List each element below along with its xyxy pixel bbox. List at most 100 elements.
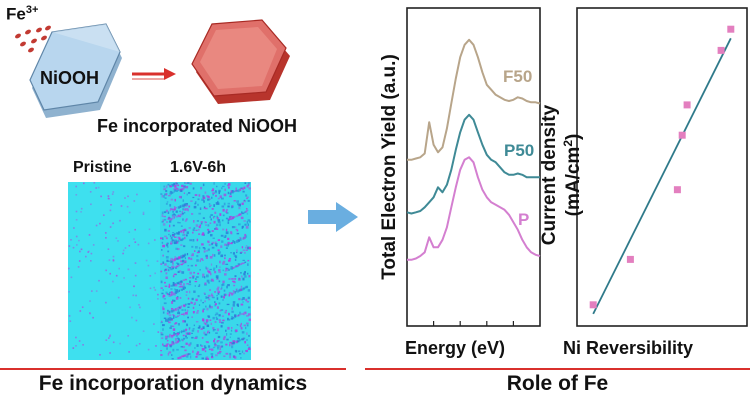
speckle: [210, 279, 213, 282]
speckle: [160, 321, 163, 324]
speckle: [165, 343, 168, 347]
speckle: [219, 195, 222, 199]
speckle: [202, 183, 205, 187]
speckle: [230, 329, 233, 332]
speckle: [182, 320, 185, 323]
speckle: [219, 223, 221, 227]
speckle: [202, 318, 205, 321]
speckle: [212, 330, 215, 332]
speckle: [226, 333, 228, 336]
speckle: [236, 315, 240, 317]
speckle: [178, 232, 180, 235]
speckle: [223, 355, 226, 357]
speckle: [192, 306, 195, 309]
speckle: [231, 278, 234, 280]
speckle: [171, 319, 173, 321]
speckle: [215, 226, 218, 229]
speckle: [180, 255, 182, 258]
speckle: [214, 344, 217, 347]
speckle: [231, 226, 235, 229]
speckle: [201, 259, 204, 261]
speckle: [205, 319, 209, 322]
speckle: [215, 332, 218, 334]
speckle: [68, 267, 70, 270]
speckle: [195, 264, 197, 267]
speckle: [178, 239, 180, 243]
speckle: [203, 322, 206, 324]
speckle: [203, 200, 205, 203]
speckle: [225, 267, 227, 270]
speckle: [215, 312, 219, 316]
speckle: [224, 182, 226, 185]
speckle: [180, 288, 183, 291]
speckle: [185, 294, 188, 296]
speckle: [216, 278, 219, 280]
speckle: [149, 287, 152, 290]
speckle: [246, 339, 248, 341]
speckle: [195, 298, 198, 302]
speckle: [239, 339, 241, 342]
speckle: [247, 219, 251, 222]
speckle: [177, 340, 180, 343]
speckle: [92, 244, 95, 246]
speckle: [174, 198, 176, 202]
speckle: [145, 259, 148, 262]
pristine-map: [68, 182, 160, 360]
speckle: [173, 216, 175, 219]
speckle: [245, 245, 248, 247]
speckle: [183, 211, 186, 214]
speckle: [172, 317, 175, 319]
speckle: [133, 285, 135, 288]
speckle: [191, 329, 195, 332]
caption-role-of-fe: Role of Fe: [506, 372, 609, 395]
speckle: [178, 270, 182, 273]
speckle: [75, 194, 78, 196]
speckle: [207, 248, 210, 251]
speckle: [231, 327, 233, 329]
speckle: [175, 215, 178, 218]
data-point: [673, 186, 681, 194]
speckle: [135, 319, 138, 322]
speckle: [198, 304, 201, 306]
speckle: [72, 347, 75, 349]
speckle: [162, 223, 166, 226]
speckle: [120, 205, 123, 207]
speckle: [220, 341, 223, 344]
speckle: [191, 316, 193, 318]
speckle: [181, 338, 184, 341]
speckle: [154, 289, 157, 291]
speckle: [162, 311, 165, 314]
speckle: [177, 338, 180, 341]
speckle: [154, 272, 156, 275]
speckle: [163, 317, 167, 319]
speckle: [181, 212, 184, 215]
speckle: [105, 301, 107, 304]
speckle: [238, 207, 241, 210]
speckle: [182, 254, 185, 257]
speckle: [232, 301, 236, 304]
speckle: [238, 203, 241, 207]
speckle: [167, 246, 169, 248]
speckle: [206, 256, 208, 258]
speckle: [242, 297, 245, 300]
speckle: [186, 309, 189, 312]
speckle: [108, 337, 110, 339]
speckle: [192, 328, 195, 330]
speckle: [195, 229, 198, 231]
speckle: [177, 323, 180, 326]
speckle: [179, 297, 182, 299]
speckle: [171, 183, 174, 187]
speckle: [216, 277, 219, 279]
speckle: [170, 241, 173, 244]
speckle: [212, 316, 215, 320]
speckle: [246, 197, 248, 200]
speckle: [192, 350, 194, 353]
speckle: [239, 252, 242, 254]
speckle: [204, 276, 206, 279]
speckle: [80, 248, 83, 251]
speckle: [230, 292, 234, 296]
speckle: [177, 333, 180, 336]
speckle: [245, 298, 248, 302]
speckle: [183, 354, 186, 357]
speckle: [230, 190, 233, 193]
